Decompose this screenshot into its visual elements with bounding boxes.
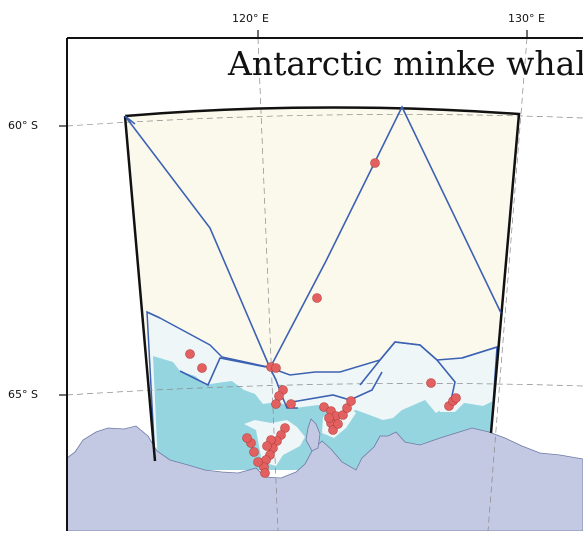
sighting-point — [426, 378, 436, 388]
sighting-point — [286, 399, 296, 409]
longitude-label-130e: 130° E — [508, 12, 545, 25]
sighting-point — [271, 363, 281, 373]
map-border — [66, 37, 583, 531]
track-line — [124, 115, 136, 125]
sighting-point — [253, 457, 263, 467]
land-peninsula — [305, 418, 321, 452]
sighting-point — [370, 158, 380, 168]
sighting-point — [185, 349, 195, 359]
fast-ice — [153, 356, 495, 470]
antarctic-land — [67, 425, 583, 531]
latitude-label-65s: 65° S — [8, 388, 38, 401]
longitude-label-120e: 120° E — [232, 12, 269, 25]
sighting-point — [197, 363, 207, 373]
track-line — [146, 311, 161, 319]
survey-tracks — [124, 105, 502, 409]
sightings — [185, 158, 461, 478]
sighting-point — [262, 441, 272, 451]
sighting-point — [312, 293, 322, 303]
graticule-line — [67, 383, 583, 396]
sighting-point — [346, 396, 356, 406]
track-line — [269, 105, 502, 369]
track-line — [359, 341, 438, 386]
map-title: Antarctic minke whale — [228, 44, 583, 83]
track-line — [461, 346, 498, 359]
sighting-point — [274, 391, 284, 401]
track-line — [124, 115, 271, 369]
sighting-point — [333, 419, 343, 429]
sighting-point — [324, 413, 334, 423]
sighting-point — [271, 399, 281, 409]
sighting-point — [249, 447, 259, 457]
sighting-point — [260, 468, 270, 478]
sighting-point — [242, 433, 252, 443]
survey-boundary — [123, 106, 521, 462]
tick-marks — [59, 30, 528, 396]
latitude-label-60s: 60° S — [8, 119, 38, 132]
graticule-line — [67, 114, 583, 127]
track-line — [179, 357, 267, 387]
graticule-line — [487, 38, 528, 531]
sighting-point — [451, 393, 461, 403]
